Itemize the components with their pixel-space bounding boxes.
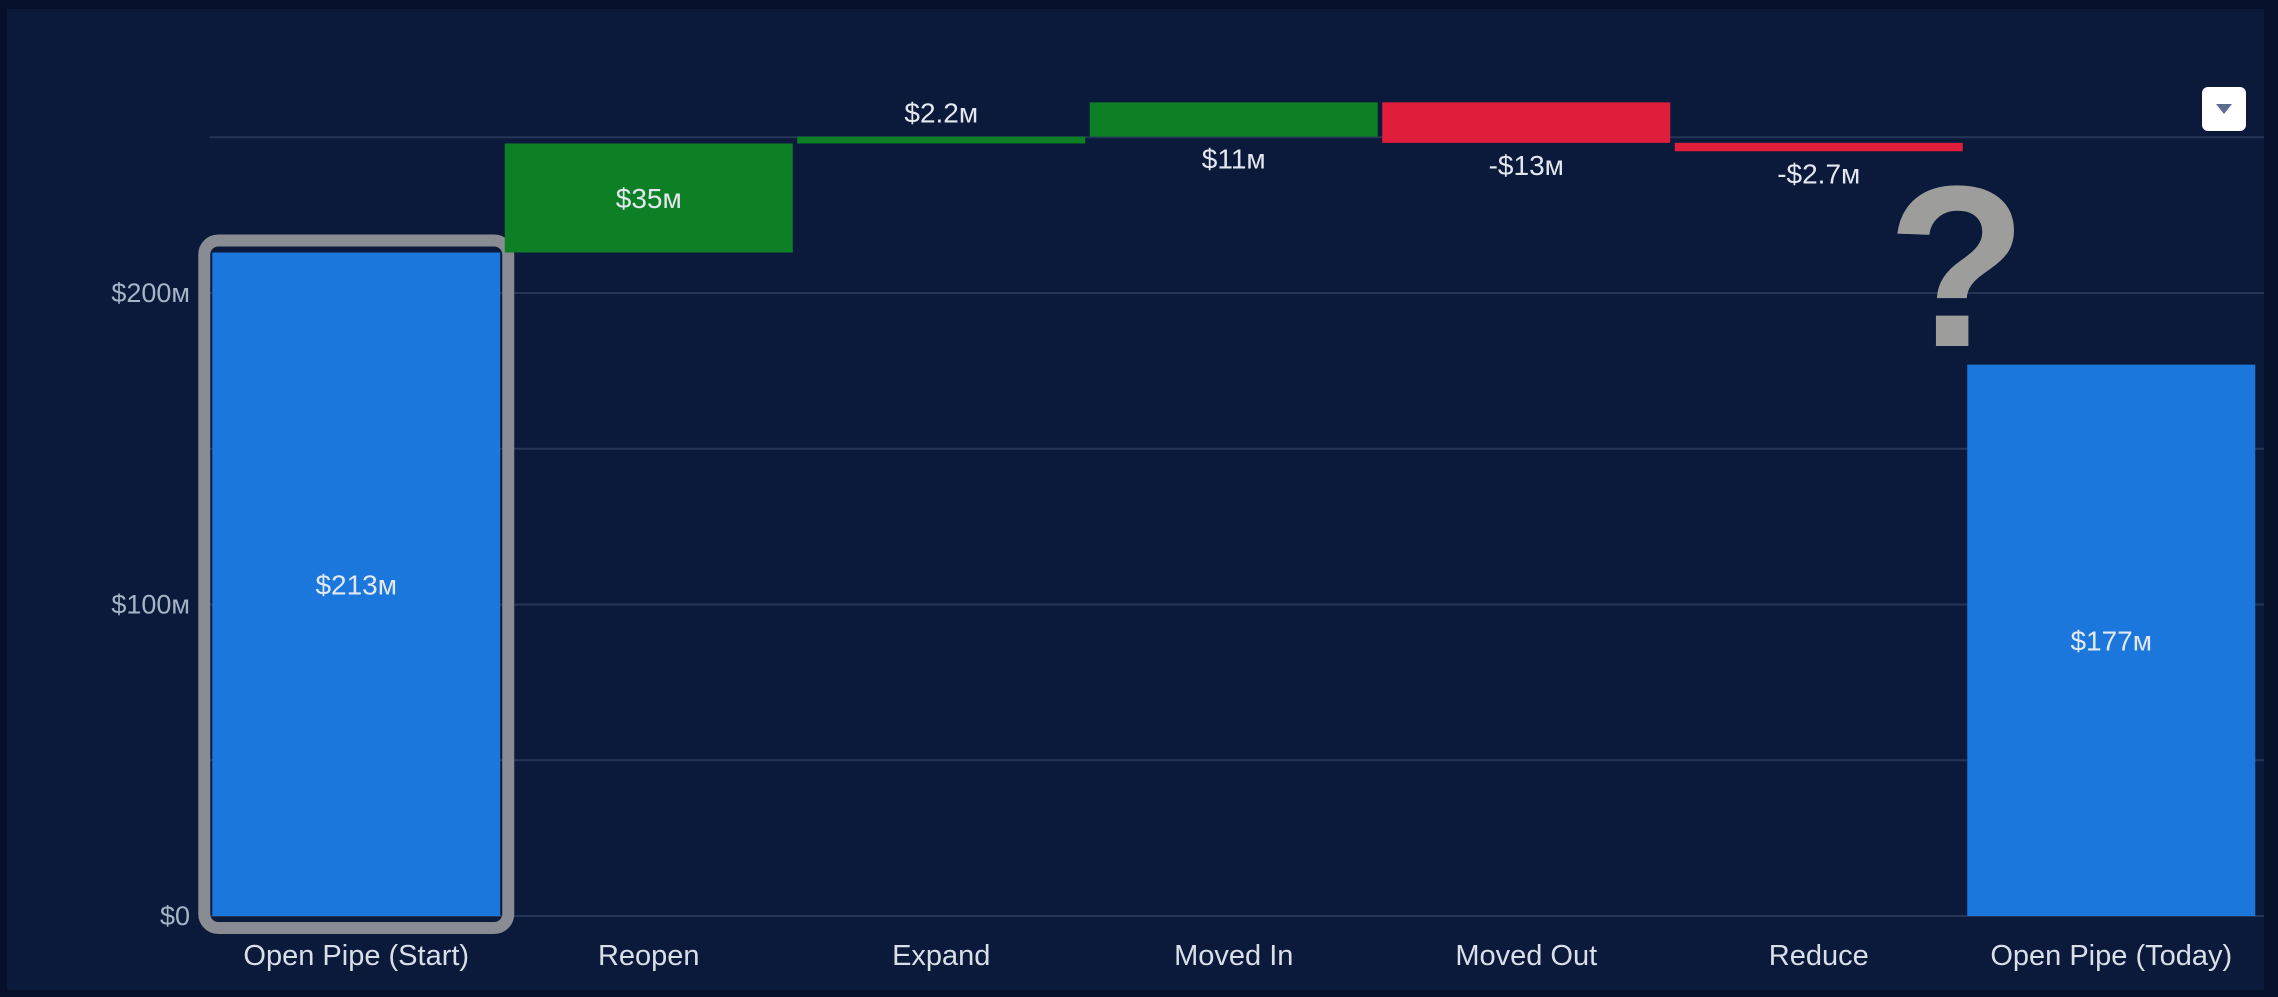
bar-3	[1089, 102, 1378, 137]
waterfall-chart: $0 $100м $200м $213м Open Pipe (Start) $35м Re…	[111, 98, 2264, 972]
bar-6	[1967, 364, 2256, 916]
data-label: $177м	[2070, 625, 2152, 656]
data-label: $2.2м	[904, 98, 978, 129]
data-label: $11м	[1202, 144, 1266, 175]
y-tick-label: $200м	[111, 278, 190, 308]
highlight-frame	[198, 234, 515, 934]
category-label: Moved In	[1174, 940, 1293, 972]
chart-menu-button[interactable]	[2202, 87, 2246, 131]
y-tick-label: $0	[160, 901, 190, 931]
bar-0	[212, 252, 501, 916]
data-label: -$2.7м	[1777, 158, 1860, 189]
data-label: -$13м	[1489, 150, 1564, 181]
category-label: Open Pipe (Today)	[1990, 940, 2232, 972]
data-label: $35м	[616, 183, 682, 214]
data-label: $213м	[315, 569, 397, 600]
category-label: Reduce	[1769, 940, 1869, 972]
category-label: Reopen	[598, 940, 700, 972]
bar-2	[797, 136, 1086, 144]
category-label: Moved Out	[1455, 940, 1597, 972]
category-label: Open Pipe (Start)	[243, 940, 469, 972]
chevron-down-icon	[2216, 104, 2232, 114]
chart-panel: $0 $100м $200м $213м Open Pipe (Start) $35м Re…	[7, 9, 2264, 990]
category-label: Expand	[892, 940, 990, 972]
bar-1	[504, 143, 793, 253]
bar-4	[1382, 102, 1671, 143]
question-mark-annotation: ?	[1887, 138, 2028, 395]
bar-5	[1674, 142, 1963, 152]
y-tick-label: $100м	[111, 590, 190, 620]
